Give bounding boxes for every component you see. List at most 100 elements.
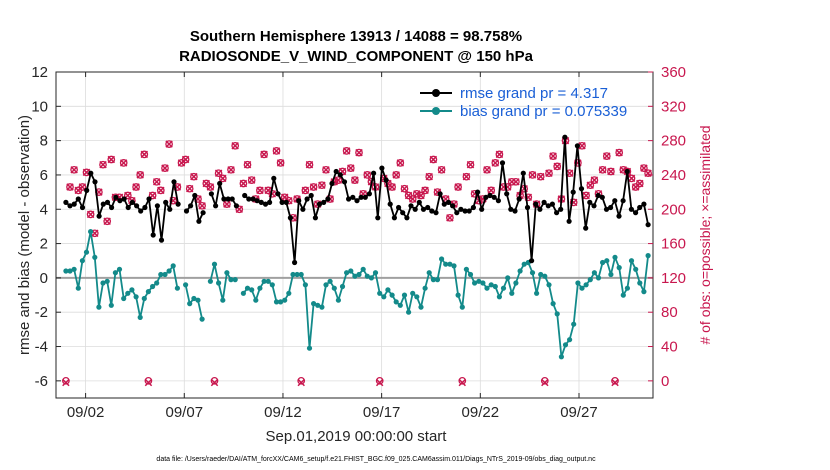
bias-point [645,253,651,259]
bias-point [112,270,118,276]
obs-possible-marker [206,183,215,191]
bias-point [298,271,304,278]
obs-possible-marker [536,172,545,181]
bias-point [476,278,482,284]
rmse-point [578,186,585,192]
obs-possible-marker [103,217,112,226]
rmse-point [454,210,460,216]
obs-assimilated-marker [495,150,504,159]
bias-point [463,266,469,272]
bias-point [278,299,284,305]
obs-assimilated-marker [487,186,495,195]
obs-possible-marker [62,376,70,385]
rmse-point [109,204,115,211]
obs-possible-marker [375,376,384,385]
bias-point [335,297,341,303]
obs-assimilated-marker [107,155,116,164]
bias-point [187,301,193,307]
obs-assimilated-marker [545,169,553,177]
legend-bias-label: bias grand pr = 0.075339 [460,103,627,120]
bias-point [443,261,449,267]
obs-assimilated-marker [603,152,611,160]
legend: rmse grand pr = 4.317 bias grand pr = 0.… [420,85,627,120]
obs-possible-marker [148,191,157,200]
rmse-point [499,160,506,166]
rmse-point [379,165,385,171]
rmse-point [628,206,635,212]
obs-assimilated-marker [425,172,433,181]
obs-assimilated-marker [140,150,149,159]
obs-assimilated-marker [462,172,471,181]
rmse-point [188,203,194,209]
rmse-point [316,201,323,207]
legend-bias-marker [432,107,440,115]
rmse-point [196,218,202,224]
x-tick-label: 09/02 [67,404,105,421]
obs-assimilated-marker [231,142,239,150]
obs-assimilated-marker [210,378,219,387]
bias-point [591,270,598,276]
bias-point [401,292,408,298]
obs-assimilated-marker [190,172,198,181]
obs-possible-marker [227,165,235,174]
rmse-point [304,196,310,202]
bias-point [344,270,350,276]
bias-point [521,261,527,267]
bias-point [583,282,589,288]
bias-point [426,270,432,276]
bias-point [158,271,164,278]
obs-possible-marker [78,183,87,191]
rmse-point [387,201,393,207]
obs-assimilated-marker [466,160,475,169]
obs-possible-marker [239,179,248,188]
rmse-point [200,210,206,216]
rmse-point [541,199,547,205]
bias-point [484,285,490,291]
bias-point [418,304,424,310]
obs-assimilated-marker [342,147,351,155]
bias-point [620,292,626,298]
rmse-point [113,194,119,200]
obs-assimilated-marker [607,167,615,176]
bias-point [240,290,246,296]
bias-point [604,258,610,264]
rmse-point [441,201,447,207]
obs-possible-marker [421,186,429,195]
obs-possible-marker [437,165,446,174]
obs-assimilated-marker [161,164,169,172]
obs-assimilated-marker [318,181,326,189]
rmse-point [292,259,298,266]
obs-assimilated-marker [260,150,268,159]
obs-assimilated-marker [582,191,590,200]
obs-assimilated-marker [103,217,111,226]
rmse-point [595,192,601,199]
obs-assimilated-marker [181,155,190,164]
obs-assimilated-marker [396,159,405,167]
obs-possible-marker [458,376,467,385]
rmse-point [350,194,356,200]
rmse-point [167,206,173,212]
rmse-point [425,204,431,211]
obs-assimilated-marker [132,183,140,191]
obs-possible-marker [156,186,165,195]
bias-point [67,268,73,274]
rmse-point [624,168,630,175]
obs-assimilated-marker [446,214,454,222]
bias-point [63,268,69,274]
obs-assimilated-marker [413,190,421,198]
bias-point [575,280,581,286]
rmse-point [96,213,102,219]
obs-assimilated-marker [615,148,623,157]
bias-point [616,265,622,271]
rmse-point [508,206,514,212]
obs-assimilated-marker [322,166,330,174]
obs-possible-marker [123,191,132,200]
obs-assimilated-marker [549,152,557,160]
bias-point [360,266,366,272]
rmse-point [333,168,339,175]
legend-rmse-marker [432,89,440,97]
obs-possible-marker [235,205,244,214]
y-right-tick-label: 200 [661,201,686,218]
obs-assimilated-marker [429,155,438,164]
obs-possible-marker [540,376,549,385]
